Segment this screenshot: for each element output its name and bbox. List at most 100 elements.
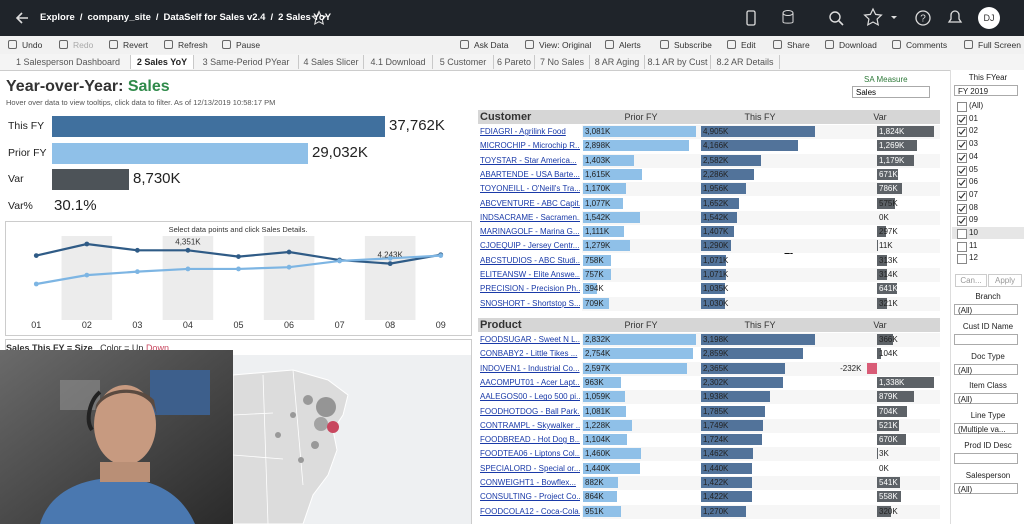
toolbar-button[interactable]: Share: [787, 40, 810, 50]
toolbar-button[interactable]: Ask Data: [474, 40, 509, 50]
toolbar-button[interactable]: View: Original: [539, 40, 592, 50]
tab[interactable]: 7 No Sales: [535, 55, 590, 69]
crumb[interactable]: Explore: [40, 12, 75, 23]
toolbar-button[interactable]: Undo: [22, 40, 43, 50]
filter-field-input[interactable]: (All): [954, 482, 1018, 494]
filter-field-input[interactable]: (Multiple va...: [954, 423, 1018, 435]
fyear-dropdown[interactable]: FY 2019: [954, 85, 1018, 96]
checkbox[interactable]: [957, 241, 967, 252]
checkbox[interactable]: [957, 102, 967, 112]
toolbar-button[interactable]: Pause: [236, 40, 261, 50]
this-bar: [701, 376, 784, 388]
checkbox[interactable]: [957, 165, 967, 176]
row-name[interactable]: FOODBREAD - Hot Dog B...: [480, 435, 580, 445]
prior-bar: [583, 391, 626, 403]
toolbar-button[interactable]: Full Screen: [978, 40, 1021, 50]
crumb[interactable]: DataSelf for Sales v2.4: [163, 12, 266, 23]
check: [958, 116, 966, 123]
row-name[interactable]: PRECISION - Precision Ph...: [480, 284, 580, 294]
toolbar-button[interactable]: Subscribe: [674, 40, 712, 50]
prior-label: 1,077K: [585, 198, 611, 208]
checkbox[interactable]: [957, 190, 967, 201]
row-name[interactable]: AALEGOS00 - Lego 500 pi...: [480, 392, 580, 402]
filter-field-input[interactable]: (All): [954, 304, 1018, 315]
row-name[interactable]: SNOSHORT - Shortstop S...: [480, 298, 580, 308]
prior-label: 1,228K: [585, 420, 611, 430]
filter-field-input[interactable]: [954, 333, 1018, 345]
column-band: [263, 236, 315, 320]
row-name[interactable]: ABARTENDE - USA Barte...: [480, 169, 580, 179]
row-name[interactable]: CONBABY2 - Little Tikes ...: [480, 349, 578, 359]
checkbox[interactable]: [957, 140, 967, 151]
row-bg: [582, 253, 940, 268]
row-name[interactable]: FOODTEA06 - Liptons Col...: [480, 449, 580, 459]
this-label: 1,724K: [703, 435, 729, 445]
trend-point: [33, 253, 39, 259]
row-name[interactable]: FDIAGRI - Agrilink Food: [480, 127, 566, 136]
checkbox[interactable]: [957, 216, 967, 227]
row-name[interactable]: FOODSUGAR - Sweet N L...: [480, 335, 580, 344]
crumb[interactable]: company_site: [87, 12, 151, 23]
row-name[interactable]: CONWEIGHT1 - Bowflex...: [480, 478, 577, 487]
checkbox[interactable]: [957, 127, 967, 138]
checkbox[interactable]: [957, 254, 967, 265]
back-button[interactable]: [14, 10, 30, 26]
toolbar-button[interactable]: Redo: [73, 40, 94, 50]
tab[interactable]: 4 Sales Slicer: [299, 55, 364, 69]
toolbar-button[interactable]: Comments: [906, 40, 948, 50]
toolbar-button[interactable]: Refresh: [178, 40, 208, 50]
toolbar-button[interactable]: Edit: [741, 40, 756, 50]
tab[interactable]: 8.2 AR Details: [711, 55, 780, 69]
tab[interactable]: 6 Pareto: [494, 55, 535, 69]
tab[interactable]: 3 Same-Period PYear: [194, 55, 299, 69]
filter-field-input[interactable]: [954, 453, 1018, 464]
toolbar-icon: [109, 40, 118, 49]
this-bar: [701, 348, 803, 360]
row-name[interactable]: AACOMPUT01 - Acer Lapt...: [480, 377, 580, 387]
apply-button[interactable]: Apply: [988, 274, 1022, 287]
filter-field-input[interactable]: (All): [954, 393, 1018, 405]
row-name[interactable]: CONSULTING - Project Co...: [480, 492, 580, 502]
toolbar-button[interactable]: Revert: [123, 40, 149, 50]
tab[interactable]: 8 AR Aging: [590, 55, 645, 69]
row-name[interactable]: FOODHOTDOG - Ball Park...: [480, 406, 580, 416]
checkbox[interactable]: [957, 229, 967, 239]
row-name[interactable]: MICROCHIP - Microchip R...: [480, 141, 580, 151]
row-name[interactable]: TOYONEILL - O'Neill's Tra...: [480, 184, 580, 194]
measure-dropdown[interactable]: Sales: [852, 86, 930, 98]
row-name[interactable]: CONTRAMPL - Skywalker ...: [480, 420, 580, 430]
filter-field-input[interactable]: (All): [954, 363, 1018, 375]
row-name[interactable]: MARINAGOLF - Marina G...: [480, 227, 580, 237]
row-name[interactable]: FOODCOLA12 - Coca-Cola...: [480, 506, 580, 516]
tab[interactable]: 5 Customer: [433, 55, 494, 69]
tab[interactable]: 4.1 Download: [364, 55, 433, 69]
row-name[interactable]: ABCSTUDIOS - ABC Studi...: [480, 255, 580, 265]
tab[interactable]: 8.1 AR by Cust: [645, 55, 711, 69]
this-label: 1,270K: [703, 506, 729, 516]
row-name[interactable]: INDOVEN1 - Industrial Co...: [480, 363, 580, 373]
row-name[interactable]: ABCVENTURE - ABC Capit...: [480, 198, 580, 208]
checkbox[interactable]: [957, 178, 967, 189]
checkbox[interactable]: [957, 152, 967, 163]
row-name[interactable]: CJOEQUIP - Jersey Centr...: [480, 241, 580, 251]
row-name[interactable]: ELITEANSW - Elite Answe...: [480, 270, 580, 279]
row-name[interactable]: TOYSTAR - Star America...: [480, 155, 577, 165]
toolbar-button[interactable]: Download: [839, 40, 877, 50]
tab[interactable]: 2 Sales YoY: [131, 55, 194, 69]
var-bar: [877, 505, 891, 517]
top-icons[interactable]: ?: [740, 6, 980, 30]
this-bar: [701, 154, 761, 166]
favorite-star[interactable]: [311, 10, 327, 26]
row-name[interactable]: INDSACRAME - Sacramen...: [480, 212, 580, 222]
cancel-button[interactable]: Can...: [955, 274, 987, 287]
row-name[interactable]: SPECIALORD - Special or...: [480, 463, 580, 473]
checkbox[interactable]: [957, 203, 967, 214]
toolbar-button[interactable]: Alerts: [619, 40, 641, 50]
var-label: 1,269K: [879, 141, 905, 151]
checkbox[interactable]: [957, 114, 967, 125]
avatar[interactable]: [978, 7, 1000, 29]
tab[interactable]: 1 Salesperson Dashboard: [6, 55, 131, 69]
this-bar: [701, 211, 737, 223]
trend-point: [185, 247, 191, 253]
month-option: 01: [969, 113, 978, 123]
